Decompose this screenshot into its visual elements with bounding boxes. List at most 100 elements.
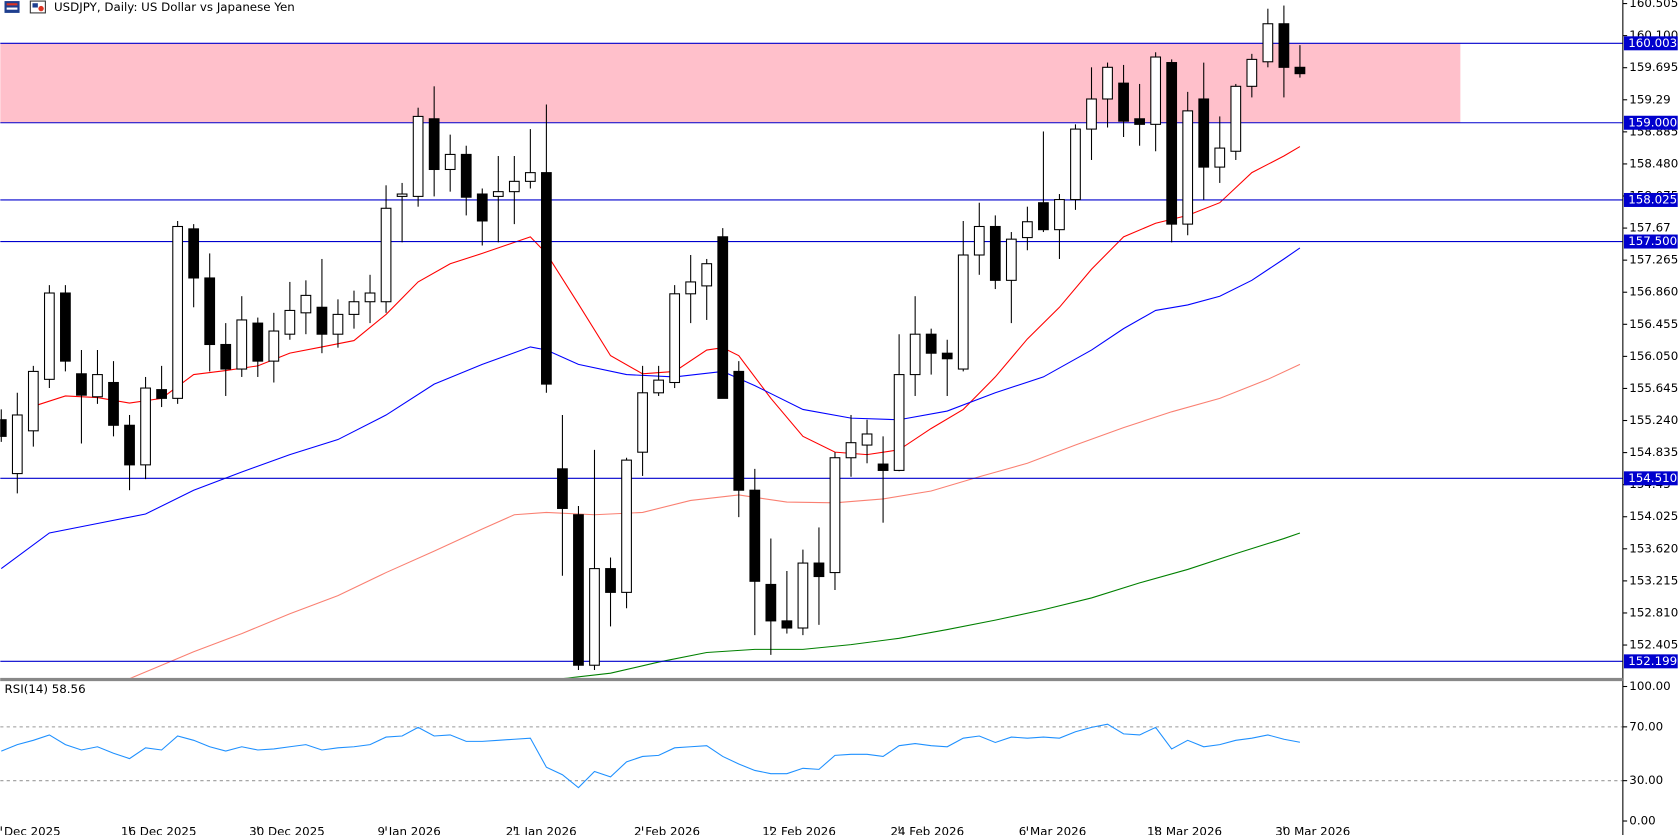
candle-body bbox=[172, 225, 184, 399]
candle-body bbox=[813, 562, 825, 578]
candle-body bbox=[380, 207, 392, 303]
candle-body bbox=[524, 172, 536, 182]
candle-body bbox=[685, 281, 697, 295]
candle-body bbox=[845, 442, 857, 459]
zone bbox=[0, 43, 1461, 123]
candle-body bbox=[156, 389, 167, 399]
candle-body bbox=[460, 153, 472, 198]
y-tick-label: 159.29 bbox=[1629, 92, 1670, 106]
candle-body bbox=[653, 379, 664, 394]
x-tick-label: 6 Mar 2026 bbox=[1019, 824, 1086, 835]
candle-body bbox=[444, 153, 456, 171]
candle-body bbox=[1166, 62, 1178, 225]
candle-body bbox=[1134, 118, 1145, 125]
candle-body bbox=[797, 562, 809, 629]
x-tick-label: 9 Jan 2026 bbox=[377, 824, 440, 835]
candle-body bbox=[508, 180, 520, 193]
candle-body bbox=[1214, 147, 1226, 168]
y-tick-label: 152.405 bbox=[1629, 638, 1678, 652]
candle-body bbox=[300, 294, 312, 314]
x-tick-label: 30 Mar 2026 bbox=[1275, 824, 1350, 835]
candle-body bbox=[573, 514, 584, 666]
level-label-box bbox=[1623, 192, 1678, 207]
level-label-box bbox=[1623, 471, 1678, 486]
level-label-box bbox=[1623, 654, 1678, 669]
candle-body bbox=[829, 457, 841, 574]
y-tick-label: 156.860 bbox=[1629, 285, 1678, 299]
candle-body bbox=[733, 370, 745, 491]
candle-body bbox=[1021, 221, 1033, 239]
candle-body bbox=[1198, 98, 1210, 168]
candle-body bbox=[236, 319, 248, 370]
y-tick-label: 154.025 bbox=[1629, 509, 1678, 523]
candle-body bbox=[701, 263, 713, 287]
level-label: 154.510 bbox=[1628, 471, 1677, 485]
candle-body bbox=[1054, 199, 1065, 231]
y-tick-label: 30.00 bbox=[1629, 773, 1663, 787]
level-label-box bbox=[1623, 234, 1678, 249]
y-tick-label: 157.265 bbox=[1629, 253, 1678, 267]
candle-body bbox=[140, 387, 151, 466]
candle-body bbox=[476, 193, 488, 222]
candle-body bbox=[43, 292, 55, 380]
price-pane bbox=[0, 5, 1623, 678]
candle-body bbox=[124, 424, 135, 466]
pane-separator bbox=[0, 677, 1623, 682]
symbol-icon bbox=[4, 1, 20, 13]
moving-average bbox=[564, 532, 1301, 678]
candle-body bbox=[1070, 128, 1081, 201]
y-tick-label: 100.00 bbox=[1629, 679, 1670, 693]
x-tick-label: 12 Feb 2026 bbox=[762, 824, 836, 835]
y-tick-label: 154.835 bbox=[1629, 445, 1678, 459]
y-tick-label: 153.620 bbox=[1629, 541, 1678, 555]
x-tick-label: 30 Dec 2025 bbox=[249, 824, 325, 835]
candle-body bbox=[909, 333, 921, 376]
candle-body bbox=[108, 381, 119, 426]
x-tick-label: 24 Feb 2026 bbox=[891, 824, 965, 835]
x-tick-label: 16 Dec 2025 bbox=[121, 824, 197, 835]
candle-body bbox=[1118, 82, 1129, 122]
candle-body bbox=[316, 306, 328, 335]
candle-body bbox=[332, 313, 344, 335]
candle-body bbox=[717, 236, 729, 399]
candle-body bbox=[893, 374, 905, 471]
symbol-icon bbox=[38, 5, 44, 12]
level-label-box bbox=[1623, 115, 1678, 130]
rsi-line bbox=[1, 723, 1301, 789]
candle-body bbox=[925, 333, 937, 354]
candle-body bbox=[989, 225, 1001, 281]
candle-body bbox=[1246, 58, 1258, 87]
candle-body bbox=[92, 374, 103, 398]
level-label: 160.003 bbox=[1628, 36, 1677, 50]
rsi-pane bbox=[0, 723, 1623, 789]
candle-body bbox=[605, 568, 616, 593]
level-label: 152.199 bbox=[1628, 654, 1677, 668]
symbol-icon bbox=[6, 3, 18, 6]
y-tick-label: 156.050 bbox=[1629, 349, 1678, 363]
candle-body bbox=[27, 370, 39, 432]
candle-body bbox=[412, 115, 424, 197]
y-tick-label: 155.240 bbox=[1629, 413, 1678, 427]
candle-body bbox=[749, 489, 761, 582]
y-tick-label: 155.645 bbox=[1629, 381, 1678, 395]
candle-body bbox=[637, 392, 648, 453]
candle-body bbox=[1005, 238, 1017, 281]
candle-body bbox=[0, 419, 7, 437]
symbol-icon bbox=[6, 7, 18, 10]
x-tick-label: 2 Feb 2026 bbox=[634, 824, 700, 835]
candle-body bbox=[1230, 85, 1242, 152]
candle-body bbox=[1182, 110, 1194, 225]
moving-average bbox=[0, 247, 1301, 570]
y-tick-label: 70.00 bbox=[1629, 719, 1663, 733]
candle-body bbox=[781, 620, 793, 629]
candle-body bbox=[428, 118, 440, 171]
candle-body bbox=[1278, 23, 1290, 68]
candle-body bbox=[621, 459, 632, 593]
candle-body bbox=[1038, 202, 1049, 231]
candle-body bbox=[11, 414, 23, 475]
candle-body bbox=[204, 277, 216, 346]
candle-body bbox=[765, 583, 777, 622]
candle-body bbox=[284, 309, 296, 335]
y-tick-label: 156.455 bbox=[1629, 317, 1678, 331]
